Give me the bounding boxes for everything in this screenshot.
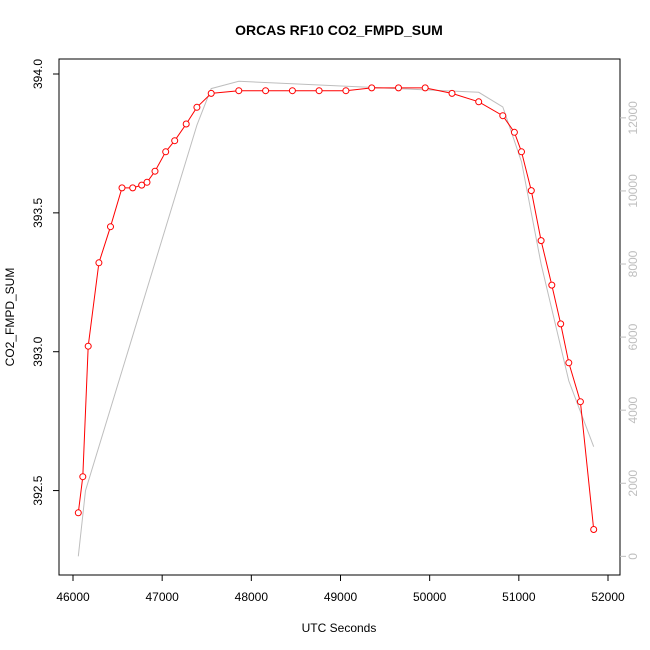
data-point: [182, 120, 190, 128]
y-axis-label: CO2_FMPD_SUM: [3, 268, 17, 367]
y-tick-label: 392.5: [31, 475, 45, 505]
data-point: [193, 103, 201, 111]
plot-frame: [58, 58, 621, 576]
data-point: [171, 137, 179, 145]
series-line-right: [77, 80, 595, 557]
data-point: [95, 259, 103, 267]
x-tick-label: 50000: [413, 590, 447, 604]
x-tick-label: 48000: [235, 590, 269, 604]
chart-title: ORCAS RF10 CO2_FMPD_SUM: [235, 22, 443, 38]
data-point: [129, 184, 137, 192]
x-tick-label: 46000: [56, 590, 90, 604]
y2-tick-label: 8000: [626, 250, 640, 277]
data-point: [288, 87, 296, 95]
series-line-left: [77, 87, 595, 530]
data-point: [395, 84, 402, 92]
x-tick-label: 47000: [145, 590, 179, 604]
data-point: [590, 526, 598, 533]
x-tick-label: 51000: [502, 590, 536, 604]
x-tick-label: 52000: [591, 590, 625, 604]
data-point: [518, 148, 525, 156]
data-point: [510, 128, 518, 136]
data-point: [557, 320, 565, 328]
y2-tick-label: 2000: [626, 470, 640, 497]
data-point: [235, 87, 243, 95]
y-tick-label: 394.0: [31, 59, 45, 89]
data-point: [262, 87, 270, 95]
data-point: [315, 87, 323, 95]
y-axis-left: 392.5 393.0 393.5 394.0: [31, 59, 59, 506]
series-layer: [74, 80, 598, 557]
data-point: [537, 237, 545, 245]
data-point: [448, 89, 456, 97]
data-point: [475, 98, 483, 106]
x-axis: 46000 47000 48000 49000 50000 51000 52000: [56, 575, 625, 604]
y-tick-label: 393.5: [31, 198, 45, 228]
data-point: [74, 509, 82, 517]
data-point: [107, 223, 114, 231]
data-point: [548, 281, 556, 289]
data-point: [84, 342, 92, 350]
data-point: [499, 112, 507, 120]
data-point: [118, 184, 126, 192]
y2-tick-label: 6000: [626, 323, 640, 350]
y2-tick-label: 10000: [626, 174, 640, 208]
data-point: [207, 89, 215, 97]
data-point: [421, 84, 429, 92]
x-tick-label: 49000: [324, 590, 358, 604]
data-point: [576, 398, 584, 406]
data-point: [151, 167, 159, 175]
data-point: [79, 473, 87, 481]
y2-tick-label: 4000: [626, 397, 640, 424]
y2-tick-label: 12000: [626, 101, 640, 135]
y-axis-right: 0 2000 4000 6000 8000 10000 12000: [620, 101, 640, 560]
data-point: [162, 148, 170, 156]
y-tick-label: 393.0: [31, 336, 45, 366]
data-point: [342, 87, 350, 95]
data-point: [368, 84, 376, 92]
x-axis-label: UTC Seconds: [302, 621, 377, 635]
data-point: [565, 359, 573, 367]
data-point: [143, 178, 151, 186]
data-point: [527, 187, 535, 195]
data-point: [138, 181, 146, 189]
y2-tick-label: 0: [626, 553, 640, 560]
